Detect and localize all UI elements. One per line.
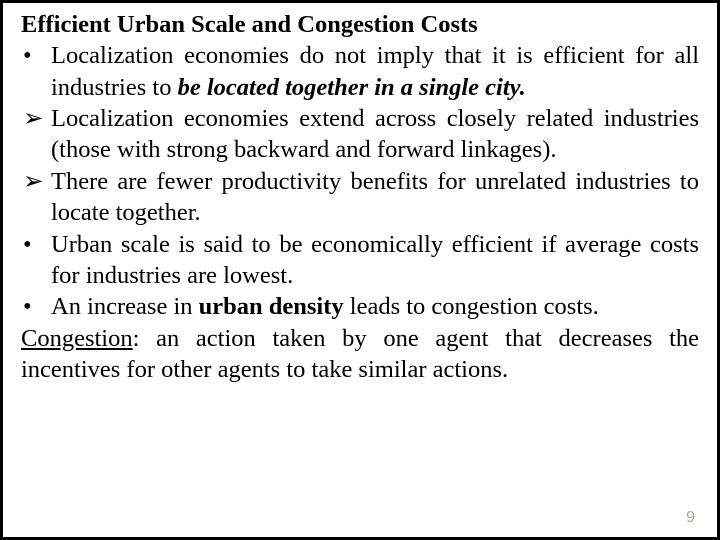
slide-title: Efficient Urban Scale and Congestion Cos… <box>21 9 699 40</box>
bullet-text: There are fewer productivity benefits fo… <box>51 168 699 226</box>
bullet-dot-icon: • <box>23 291 32 322</box>
list-item: • Localization economies do not imply th… <box>21 40 699 103</box>
list-item: ➢ Localization economies extend across c… <box>21 103 699 166</box>
bullet-list: • Localization economies do not imply th… <box>21 40 699 322</box>
bullet-bold: urban density <box>199 293 344 320</box>
definition-term: Congestion <box>21 325 133 352</box>
bullet-emphasis: be located together in a single city. <box>178 74 526 101</box>
bullet-text-pre: An increase in <box>51 293 199 320</box>
list-item: • Urban scale is said to be economically… <box>21 229 699 292</box>
bullet-text: Urban scale is said to be economically e… <box>51 231 699 289</box>
bullet-dot-icon: • <box>23 229 32 260</box>
arrow-bullet-icon: ➢ <box>23 166 44 197</box>
arrow-bullet-icon: ➢ <box>23 103 44 134</box>
slide-content: Efficient Urban Scale and Congestion Cos… <box>21 9 699 385</box>
definition-line: Congestion: an action taken by one agent… <box>21 323 699 386</box>
bullet-dot-icon: • <box>23 40 32 71</box>
list-item: • An increase in urban density leads to … <box>21 291 699 322</box>
bullet-text: Localization economies extend across clo… <box>51 105 699 163</box>
list-item: ➢ There are fewer productivity benefits … <box>21 166 699 229</box>
slide-frame: Efficient Urban Scale and Congestion Cos… <box>0 0 720 540</box>
page-number: 9 <box>686 509 695 527</box>
bullet-text-post: leads to congestion costs. <box>344 293 599 320</box>
